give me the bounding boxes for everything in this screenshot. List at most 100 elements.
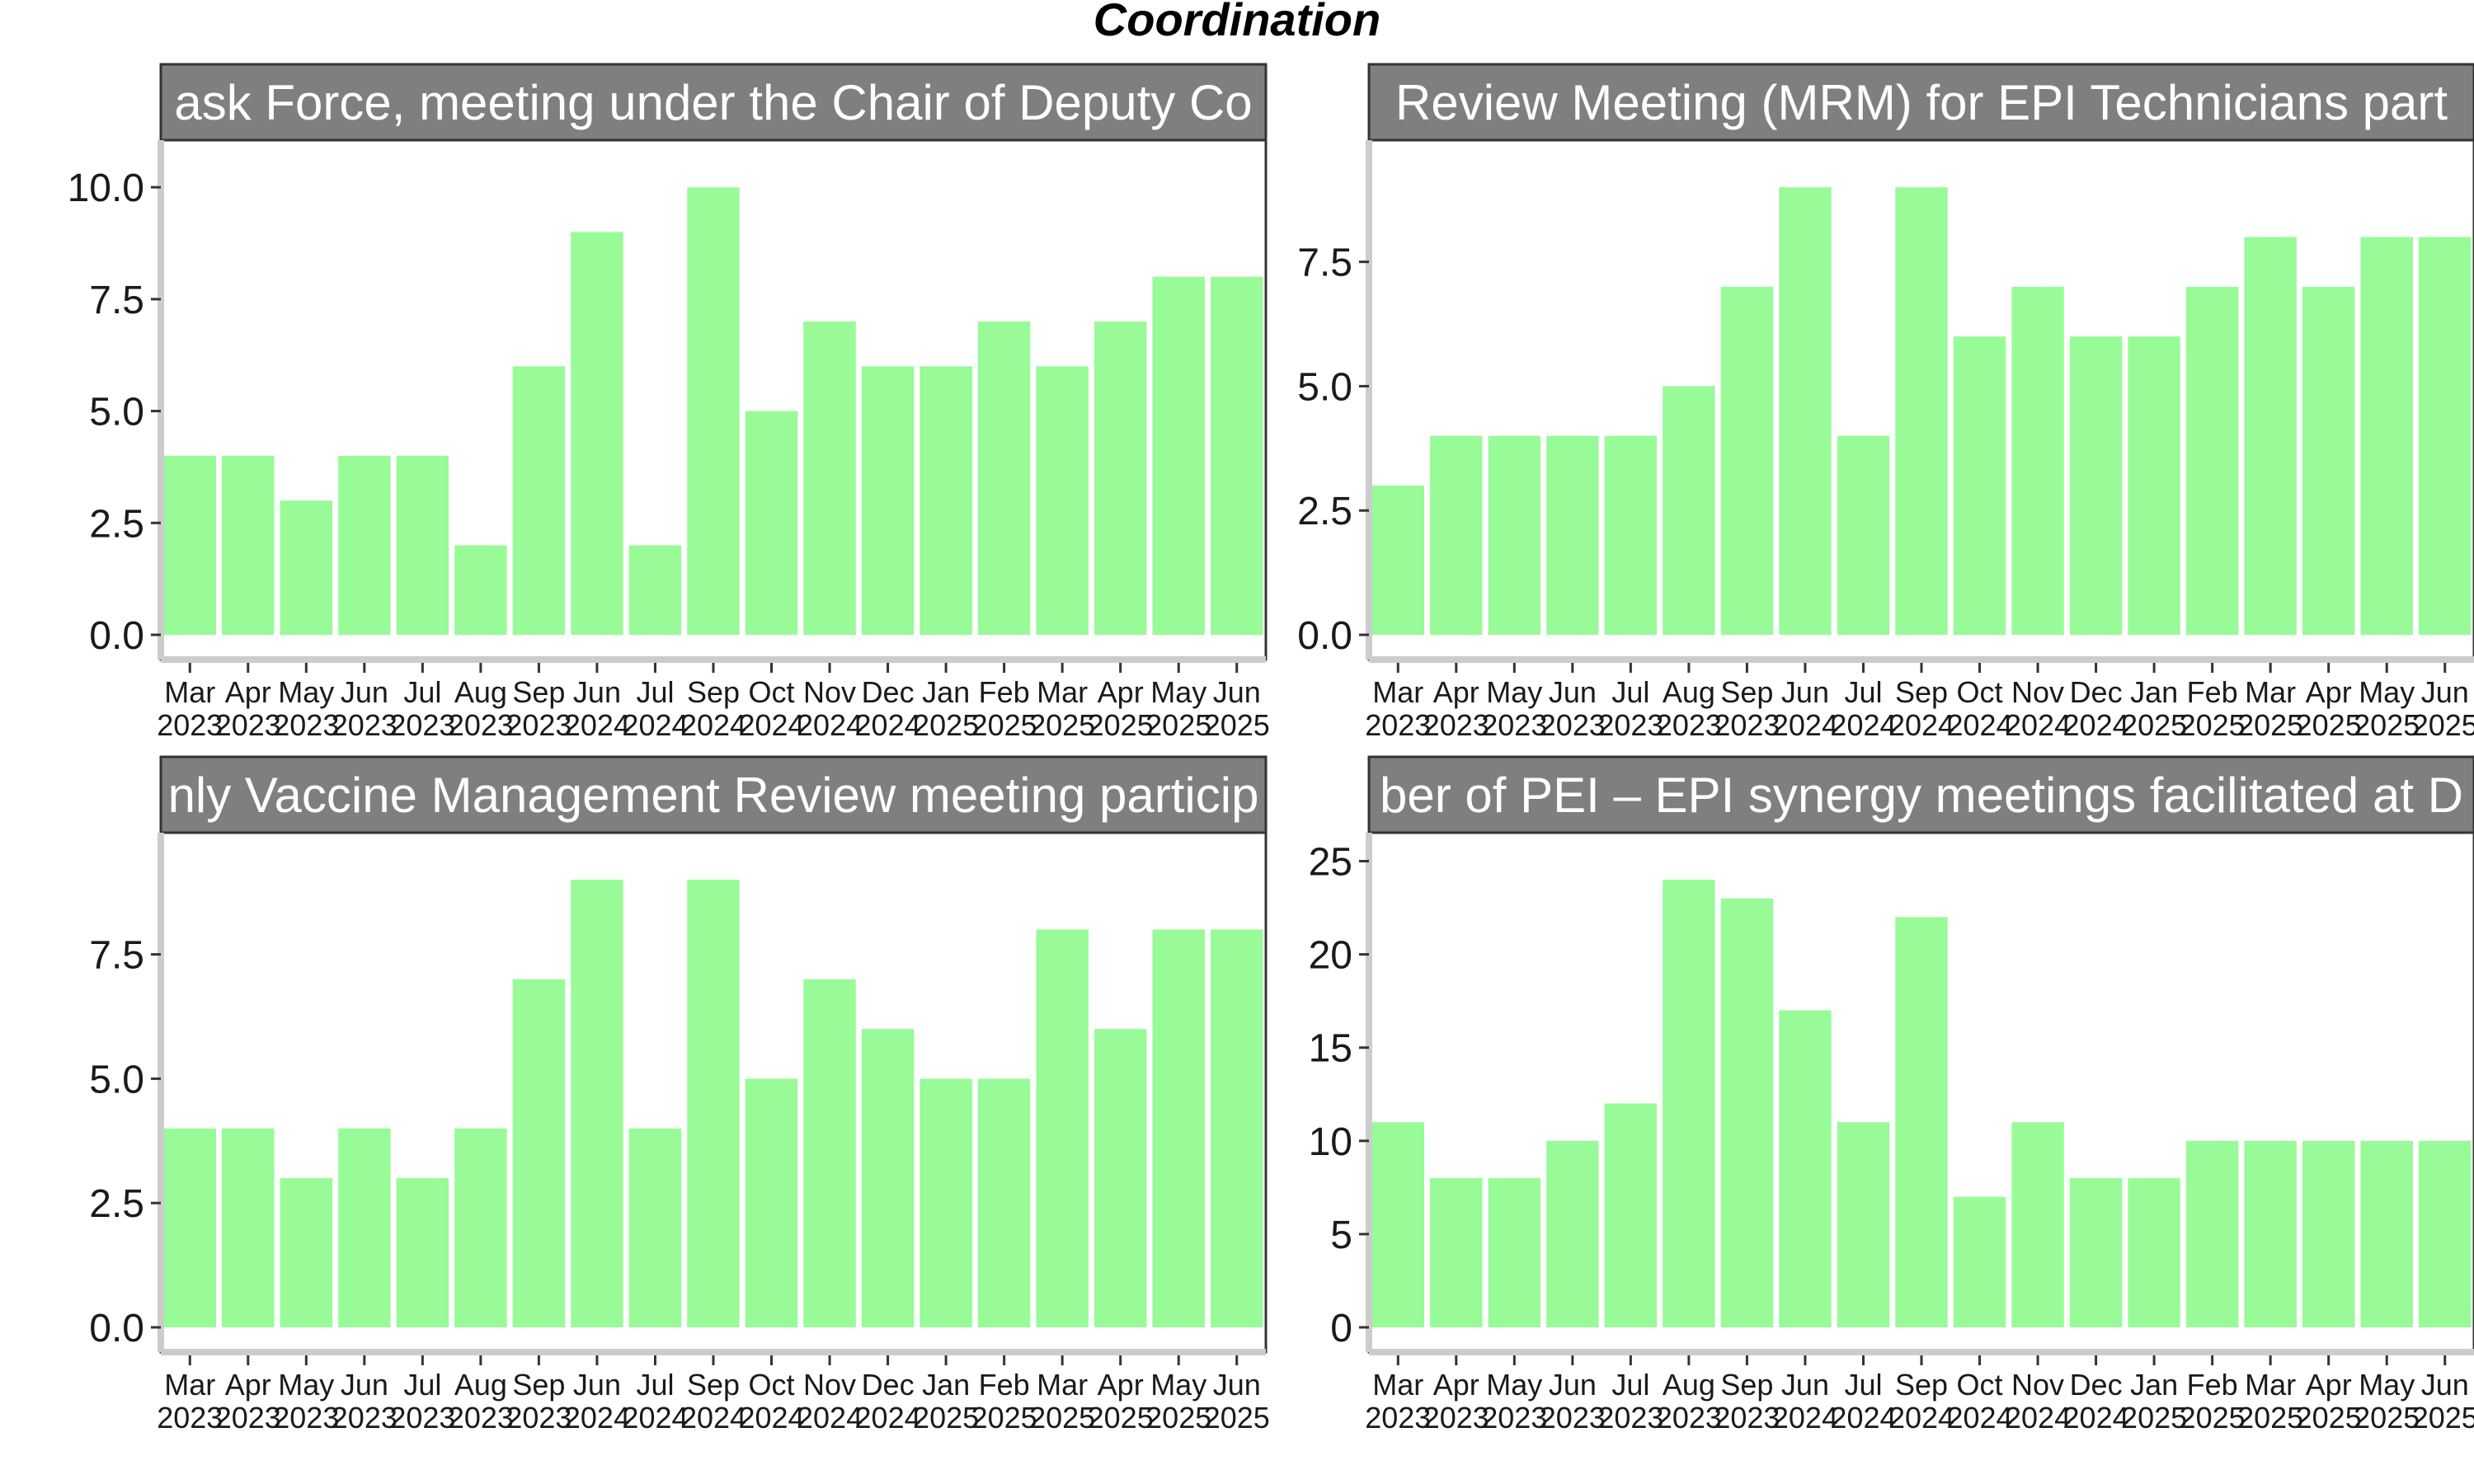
bar (1488, 1178, 1541, 1327)
facet-strip (159, 63, 1268, 142)
x-tick-label: Feb 2025 (2180, 675, 2246, 742)
x-tick-label: Feb 2025 (2180, 1368, 2246, 1435)
x-tick-label: May 2025 (2354, 675, 2420, 742)
x-tick-label: Apr 2023 (1423, 675, 1489, 742)
facet-strip (159, 755, 1268, 834)
x-tick-label: Jun 2024 (564, 1368, 630, 1435)
x-tick-label: Jan 2025 (913, 675, 979, 742)
bar (745, 1078, 798, 1327)
facet-panel-1: ask Force, meeting under the Chair of De… (68, 63, 1270, 742)
bar (1779, 187, 1832, 636)
y-tick-label: 0.0 (1297, 614, 1352, 658)
y-tick-label: 5.0 (89, 391, 144, 434)
x-tick-label: Jul 2023 (1597, 1368, 1663, 1435)
facet-strip-label: Review Meeting (MRM) for EPI Technicians… (1395, 75, 2448, 130)
bar (1430, 1178, 1483, 1327)
x-tick-label: Jul 2023 (389, 1368, 455, 1435)
x-tick-label: May 2023 (1481, 675, 1547, 742)
bar (1837, 435, 1890, 635)
bar (977, 322, 1031, 635)
x-tick-label: May 2025 (2354, 1368, 2420, 1435)
x-tick-label: Sep 2024 (1888, 675, 1954, 742)
y-tick-label: 7.5 (89, 279, 144, 322)
bar (687, 187, 740, 636)
bar (2011, 1122, 2064, 1327)
facet-strip (1367, 63, 2474, 142)
facet-panel-4: ber of PEI – EPI synergy meetings facili… (1309, 755, 2474, 1435)
bar (1371, 1122, 1424, 1327)
x-tick-label: Mar 2023 (1365, 675, 1431, 742)
x-tick-label: Nov 2024 (2005, 675, 2071, 742)
bar (280, 1178, 333, 1327)
bar (628, 1128, 682, 1327)
bar (745, 411, 798, 635)
x-tick-label: Jan 2025 (2121, 675, 2187, 742)
x-tick-label: Feb 2025 (971, 675, 1037, 742)
bar (861, 1029, 915, 1327)
x-tick-label: Jul 2024 (622, 675, 688, 742)
bar (920, 1078, 972, 1327)
bar (1663, 386, 1715, 635)
x-tick-label: Mar 2025 (1029, 675, 1095, 742)
bar (1094, 1029, 1147, 1327)
x-tick-label: Apr 2023 (215, 675, 281, 742)
bar (571, 232, 623, 635)
y-tick-label: 10.0 (68, 167, 144, 210)
x-tick-label: Aug 2023 (448, 675, 514, 742)
x-tick-label: Oct 2024 (1946, 675, 2012, 742)
x-tick-label: Oct 2024 (738, 1368, 804, 1435)
bar (1430, 435, 1483, 635)
bar (280, 500, 333, 635)
bar (163, 455, 216, 635)
x-tick-label: Mar 2023 (1365, 1368, 1431, 1435)
bar (454, 1128, 507, 1327)
x-tick-label: Feb 2025 (971, 1368, 1037, 1435)
bar (2419, 237, 2472, 635)
bar (1036, 366, 1089, 635)
y-tick-label: 2.5 (89, 502, 144, 546)
x-tick-label: Oct 2024 (1946, 1368, 2012, 1435)
chart-title: Coordination (1093, 0, 1381, 45)
y-tick-label: 5 (1330, 1214, 1352, 1257)
bar (1546, 1140, 1599, 1327)
facet-panel-3: nly Vaccine Management Review meeting pa… (89, 755, 1270, 1435)
bar (396, 455, 449, 635)
x-tick-label: Sep 2024 (1888, 1368, 1954, 1435)
y-tick-label: 0.0 (89, 614, 144, 658)
x-tick-label: Jul 2024 (1830, 1368, 1896, 1435)
bar (338, 455, 391, 635)
bar (2360, 237, 2413, 635)
bar (512, 366, 566, 635)
bar (687, 880, 740, 1327)
x-tick-label: Dec 2024 (2063, 675, 2129, 742)
x-tick-label: May 2025 (1145, 675, 1211, 742)
x-tick-label: Aug 2023 (1656, 675, 1722, 742)
bar (1604, 1103, 1658, 1327)
x-tick-label: Apr 2023 (215, 1368, 281, 1435)
x-tick-label: Apr 2025 (2296, 1368, 2362, 1435)
x-tick-label: Jan 2025 (2121, 1368, 2187, 1435)
x-tick-label: Jun 2025 (2412, 675, 2474, 742)
x-tick-label: Nov 2024 (2005, 1368, 2071, 1435)
x-tick-label: Jan 2025 (913, 1368, 979, 1435)
y-tick-label: 5.0 (1297, 365, 1352, 409)
bar (1895, 917, 1948, 1327)
x-tick-label: Jul 2024 (622, 1368, 688, 1435)
x-tick-label: May 2023 (273, 675, 339, 742)
bar (1604, 435, 1658, 635)
x-tick-label: Nov 2024 (797, 1368, 863, 1435)
x-tick-label: Mar 2025 (2237, 675, 2303, 742)
y-tick-label: 2.5 (89, 1182, 144, 1226)
bar (2011, 286, 2064, 635)
x-tick-label: Aug 2023 (1656, 1368, 1722, 1435)
facet-strip-label: ask Force, meeting under the Chair of De… (174, 75, 1252, 130)
x-tick-label: Sep 2023 (506, 1368, 571, 1435)
x-tick-label: Apr 2025 (1088, 1368, 1154, 1435)
x-tick-label: Nov 2024 (797, 675, 863, 742)
x-tick-label: Jun 2023 (332, 1368, 397, 1435)
bar (222, 1128, 275, 1327)
x-tick-label: Jul 2023 (1597, 675, 1663, 742)
bar (2128, 1178, 2180, 1327)
bar (163, 1128, 216, 1327)
bar (1036, 929, 1089, 1327)
